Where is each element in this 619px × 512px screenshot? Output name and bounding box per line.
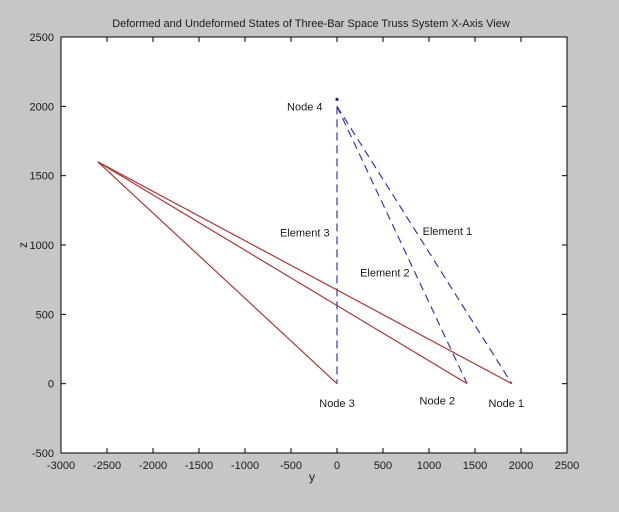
y-axis-ticks: -500 0 500 1000 1500 2000 2500 (30, 32, 567, 460)
element-2-label: Element 2 (360, 268, 410, 280)
x-tick-label: -500 (280, 460, 302, 472)
x-tick-label: -2000 (139, 460, 167, 472)
truss-elements (97, 106, 513, 385)
x-axis-label: y (309, 470, 315, 484)
y-tick-label: 1500 (30, 171, 54, 183)
plot-title: Deformed and Undeformed States of Three-… (112, 18, 510, 30)
element-1-label: Element 1 (423, 226, 473, 238)
x-tick-label: -3000 (47, 460, 75, 472)
node-1-label: Node 1 (489, 398, 524, 410)
node-2-label: Node 2 (420, 395, 455, 407)
y-tick-label: -500 (32, 448, 54, 460)
x-tick-label: 1500 (463, 460, 487, 472)
node-4-label: Node 4 (287, 101, 322, 113)
node-3-label: Node 3 (319, 398, 354, 410)
deformed-element-1-deformed-line (97, 161, 513, 385)
node-4-marker (335, 97, 339, 101)
y-tick-label: 2500 (30, 32, 54, 44)
x-tick-label: 500 (374, 460, 392, 472)
plot-area (60, 36, 568, 454)
y-axis-label: z (16, 242, 30, 248)
deformed-element-3-deformed-line (97, 161, 338, 385)
y-tick-label: 0 (48, 379, 54, 391)
x-tick-label: 2000 (509, 460, 533, 472)
x-tick-label: 1000 (417, 460, 441, 472)
y-tick-label: 1000 (30, 240, 54, 252)
y-tick-label: 500 (36, 309, 54, 321)
element-3-label: Element 3 (280, 228, 330, 240)
y-tick-label: 2000 (30, 101, 54, 113)
x-tick-label: -1500 (185, 460, 213, 472)
x-tick-label: 0 (334, 460, 340, 472)
x-axis-ticks: -3000 -2500 -2000 -1500 -1000 -500 0 500 1000 150… (47, 37, 579, 472)
deformed-element-2-deformed-line (97, 161, 468, 385)
x-tick-label: -2500 (93, 460, 121, 472)
x-tick-label: 2500 (555, 460, 579, 472)
x-tick-label: -1000 (231, 460, 259, 472)
undeformed-element-1-line (336, 106, 513, 384)
plot-annotations: Node 4 Node 3 Node 2 Node 1 Element 1 Element… (280, 97, 524, 410)
